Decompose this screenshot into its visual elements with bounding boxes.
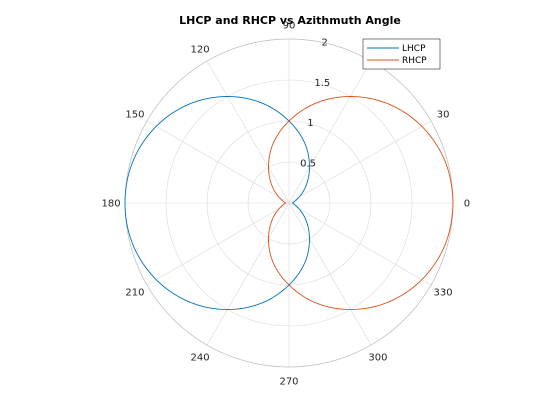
theta-tick-label-240: 240 (190, 353, 209, 364)
theta-tick-label-210: 210 (125, 287, 144, 298)
theta-tick-labels: 0 30 90 120 150 180 210 240 270 300 330 (102, 21, 471, 388)
theta-tick-label-0: 0 (464, 199, 470, 210)
series-lines (124, 96, 454, 310)
chart-title: LHCP and RHCP vs Azithmuth Angle (179, 14, 401, 27)
theta-tick-label-300: 300 (368, 353, 387, 364)
ring-1.5 (165, 79, 413, 327)
series-line-rhcp (268, 96, 454, 310)
theta-tick-label-150: 150 (125, 110, 144, 121)
ring-0.5 (247, 161, 331, 245)
r-tick-label-2: 2 (321, 37, 327, 48)
r-tick-label-1.5: 1.5 (314, 78, 330, 89)
theta-tick-label-120: 120 (190, 44, 209, 55)
legend-label-lhcp: LHCP (402, 44, 426, 54)
r-tick-label-0.5: 0.5 (300, 159, 316, 170)
theta-tick-label-30: 30 (437, 110, 450, 121)
legend: LHCP RHCP (362, 38, 441, 70)
theta-tick-label-330: 330 (434, 287, 453, 298)
r-tick-labels: 0.5 1 1.5 2 (300, 37, 330, 169)
theta-tick-label-180: 180 (102, 199, 121, 210)
polar-grid (124, 38, 454, 368)
series-line-lhcp (124, 96, 310, 310)
legend-label-rhcp: RHCP (402, 56, 427, 66)
r-tick-label-1: 1 (307, 118, 313, 129)
legend-box (362, 38, 441, 70)
theta-tick-label-90: 90 (283, 21, 296, 32)
theta-tick-label-270: 270 (279, 376, 298, 387)
